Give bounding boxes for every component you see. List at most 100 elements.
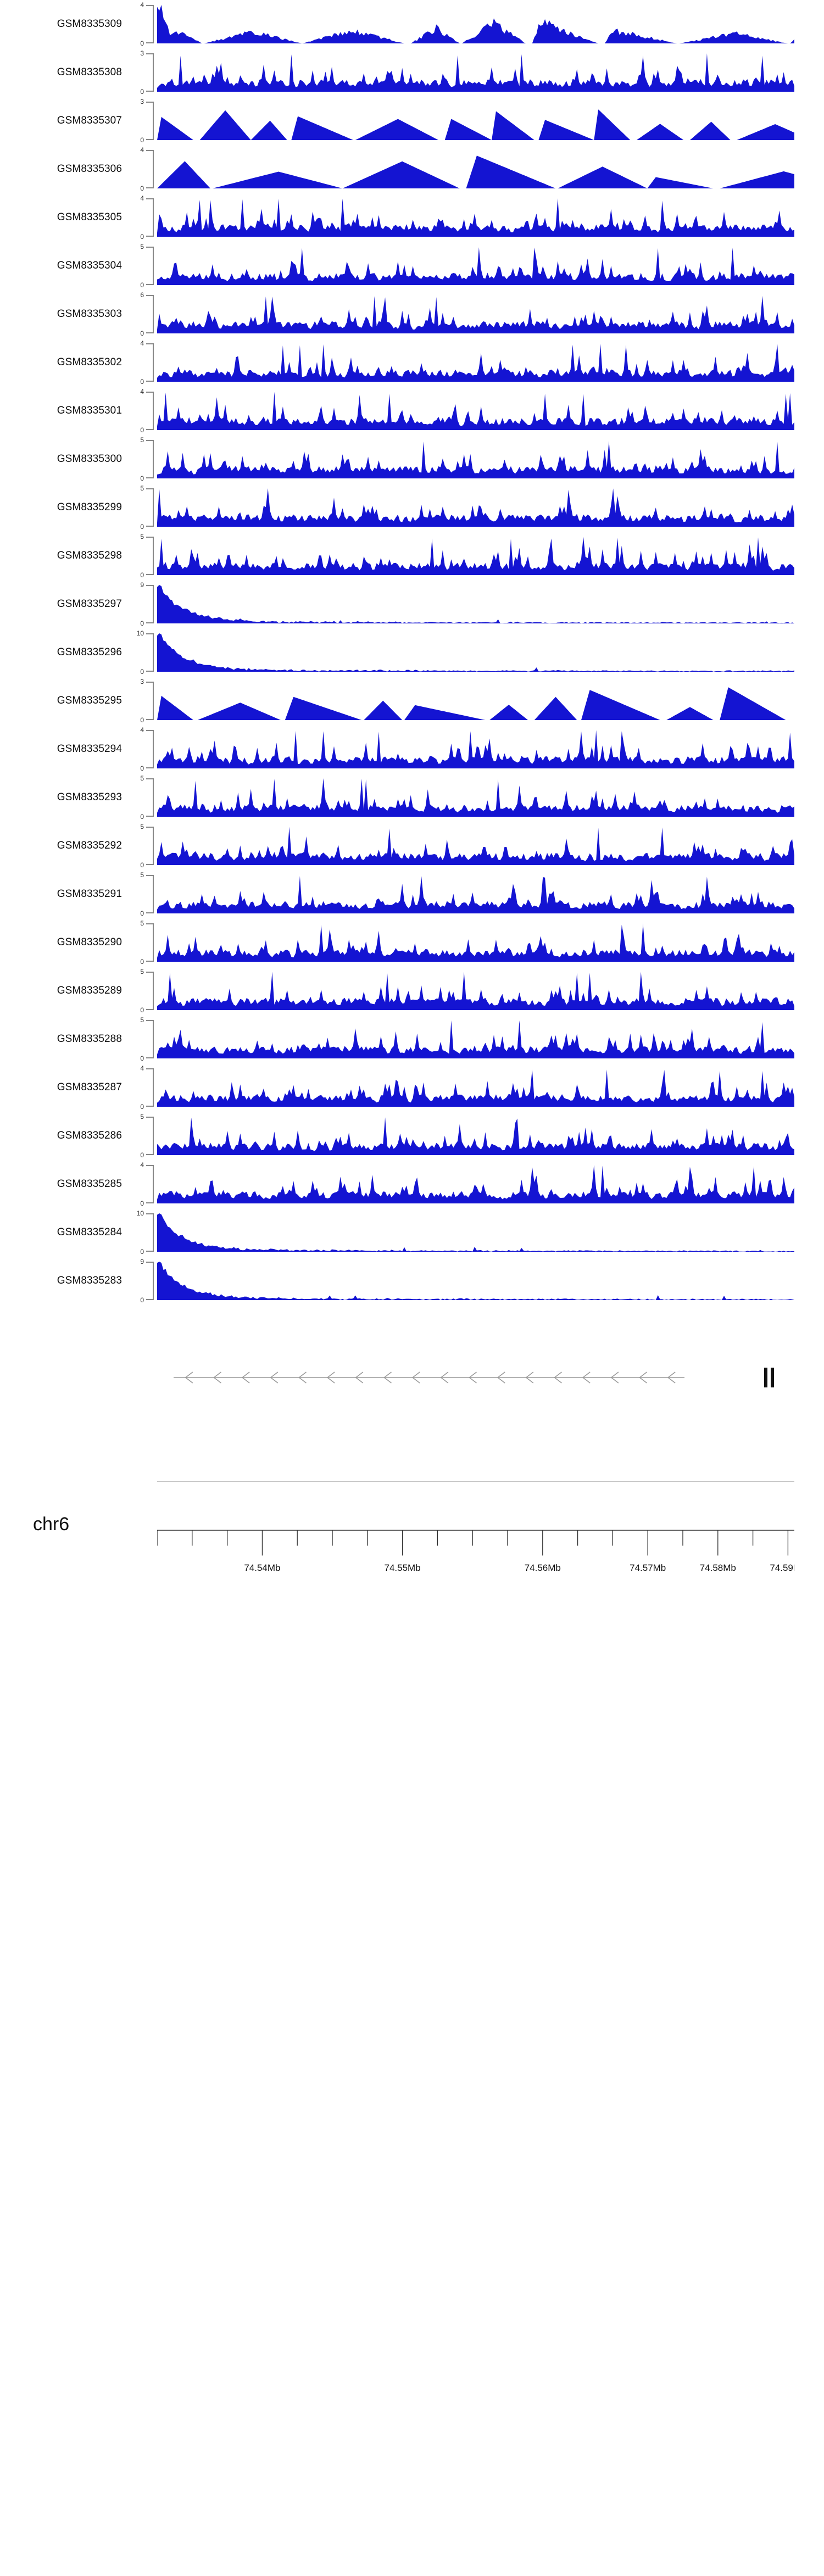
y-axis-tick-min <box>146 1057 154 1058</box>
coverage-plot[interactable] <box>157 537 794 575</box>
coverage-track-row[interactable]: GSM8335291 5 0 <box>0 870 824 918</box>
y-axis-min-value: 0 <box>140 1248 144 1256</box>
coverage-track-row[interactable]: GSM8335303 6 0 <box>0 290 824 338</box>
coverage-plot[interactable] <box>157 343 794 382</box>
y-axis-min-value: 0 <box>140 281 144 289</box>
y-axis-tick-min <box>146 719 154 720</box>
coverage-plot[interactable] <box>157 392 794 430</box>
y-axis-tick-min <box>146 429 154 430</box>
y-axis-line <box>153 923 154 962</box>
coverage-track-row[interactable]: GSM8335289 5 0 <box>0 967 824 1015</box>
y-axis-tick-min <box>146 91 154 92</box>
coverage-track-row[interactable]: GSM8335309 4 0 <box>0 0 824 48</box>
coverage-track-row[interactable]: GSM8335297 9 0 <box>0 580 824 628</box>
coverage-plot[interactable] <box>157 488 794 527</box>
coverage-plot[interactable] <box>157 150 794 188</box>
y-axis-line <box>153 1068 154 1107</box>
coverage-track-row[interactable]: GSM8335296 10 0 <box>0 628 824 677</box>
y-axis-tick-min <box>146 864 154 865</box>
coverage-track-row[interactable]: GSM8335295 3 0 <box>0 677 824 725</box>
coverage-plot[interactable] <box>157 875 794 913</box>
coverage-plot[interactable] <box>157 1020 794 1058</box>
y-axis-min-value: 0 <box>140 88 144 96</box>
coverage-track-row[interactable]: GSM8335302 4 0 <box>0 338 824 387</box>
coverage-plot[interactable] <box>157 827 794 865</box>
coverage-track-row[interactable]: GSM8335290 5 0 <box>0 918 824 967</box>
coverage-plot[interactable] <box>157 5 794 43</box>
y-axis-line <box>153 198 154 237</box>
track-label-GSM8335285: GSM8335285 <box>57 1178 122 1190</box>
track-label-GSM8335288: GSM8335288 <box>57 1033 122 1045</box>
coverage-track-row[interactable]: GSM8335298 5 0 <box>0 532 824 580</box>
coverage-plot[interactable] <box>157 102 794 140</box>
y-axis-tick-min <box>146 526 154 527</box>
coverage-track-row[interactable]: GSM8335286 5 0 <box>0 1112 824 1160</box>
svg-text:74.57Mb: 74.57Mb <box>630 1563 666 1573</box>
coverage-plot[interactable] <box>157 247 794 285</box>
coverage-plot[interactable] <box>157 1213 794 1252</box>
y-axis-tick-max <box>146 102 154 103</box>
coverage-track-row[interactable]: GSM8335304 5 0 <box>0 242 824 290</box>
coverage-track-row[interactable]: GSM8335308 3 0 <box>0 48 824 97</box>
track-label-GSM8335291: GSM8335291 <box>57 888 122 900</box>
y-axis-min-value: 0 <box>140 1151 144 1159</box>
coverage-plot[interactable] <box>157 1117 794 1155</box>
coverage-plot[interactable] <box>157 198 794 237</box>
y-axis-max-value: 4 <box>140 388 144 395</box>
coverage-track-row[interactable]: GSM8335283 9 0 <box>0 1257 824 1305</box>
gene-model-track[interactable] <box>157 1365 794 1390</box>
coverage-track-row[interactable]: GSM8335284 10 0 <box>0 1208 824 1257</box>
y-axis-tick-max <box>146 440 154 441</box>
coverage-track-row[interactable]: GSM8335299 5 0 <box>0 483 824 532</box>
coverage-track-row[interactable]: GSM8335307 3 0 <box>0 97 824 145</box>
coverage-plot[interactable] <box>157 1262 794 1300</box>
coverage-track-row[interactable]: GSM8335292 5 0 <box>0 822 824 870</box>
y-axis-tick-min <box>146 381 154 382</box>
y-axis-min-value: 0 <box>140 475 144 482</box>
coverage-track-row[interactable]: GSM8335301 4 0 <box>0 387 824 435</box>
y-axis-max-value: 10 <box>136 1209 144 1217</box>
y-axis-max-value: 4 <box>140 146 144 154</box>
coverage-track-row[interactable]: GSM8335293 5 0 <box>0 773 824 822</box>
coverage-track-row[interactable]: GSM8335300 5 0 <box>0 435 824 483</box>
coverage-track-row[interactable]: GSM8335306 4 0 <box>0 145 824 193</box>
track-label-GSM8335289: GSM8335289 <box>57 985 122 996</box>
y-axis-max-value: 5 <box>140 533 144 540</box>
coverage-plot[interactable] <box>157 53 794 92</box>
coverage-plot[interactable] <box>157 295 794 333</box>
coverage-plot[interactable] <box>157 923 794 962</box>
coverage-plot[interactable] <box>157 972 794 1010</box>
coverage-plot[interactable] <box>157 730 794 768</box>
y-axis-min-value: 0 <box>140 668 144 676</box>
coverage-plot[interactable] <box>157 1068 794 1107</box>
coverage-plot[interactable] <box>157 633 794 672</box>
track-label-GSM8335306: GSM8335306 <box>57 163 122 175</box>
track-label-GSM8335294: GSM8335294 <box>57 743 122 755</box>
genomic-coordinate-axis: 74.54Mb 74.55Mb 74.56Mb 74.57Mb 74.58Mb 74.59… <box>157 1529 794 1601</box>
coverage-plot[interactable] <box>157 440 794 478</box>
y-axis-tick-min <box>146 961 154 962</box>
coverage-track-row[interactable]: GSM8335287 4 0 <box>0 1063 824 1112</box>
y-axis-tick-max <box>146 585 154 586</box>
coverage-track-row[interactable]: GSM8335294 4 0 <box>0 725 824 773</box>
coverage-track-row[interactable]: GSM8335288 5 0 <box>0 1015 824 1063</box>
y-axis-tick-min <box>146 139 154 140</box>
coverage-plot[interactable] <box>157 1165 794 1203</box>
coverage-plot[interactable] <box>157 778 794 817</box>
y-axis-line <box>153 730 154 768</box>
coverage-track-row[interactable]: GSM8335285 4 0 <box>0 1160 824 1208</box>
y-axis-max-value: 5 <box>140 1113 144 1120</box>
y-axis-max-value: 5 <box>140 774 144 782</box>
track-label-GSM8335284: GSM8335284 <box>57 1226 122 1238</box>
y-axis-min-value: 0 <box>140 813 144 821</box>
coverage-plot[interactable] <box>157 682 794 720</box>
coverage-track-row[interactable]: GSM8335305 4 0 <box>0 193 824 242</box>
coverage-plot[interactable] <box>157 585 794 623</box>
track-label-GSM8335309: GSM8335309 <box>57 18 122 30</box>
